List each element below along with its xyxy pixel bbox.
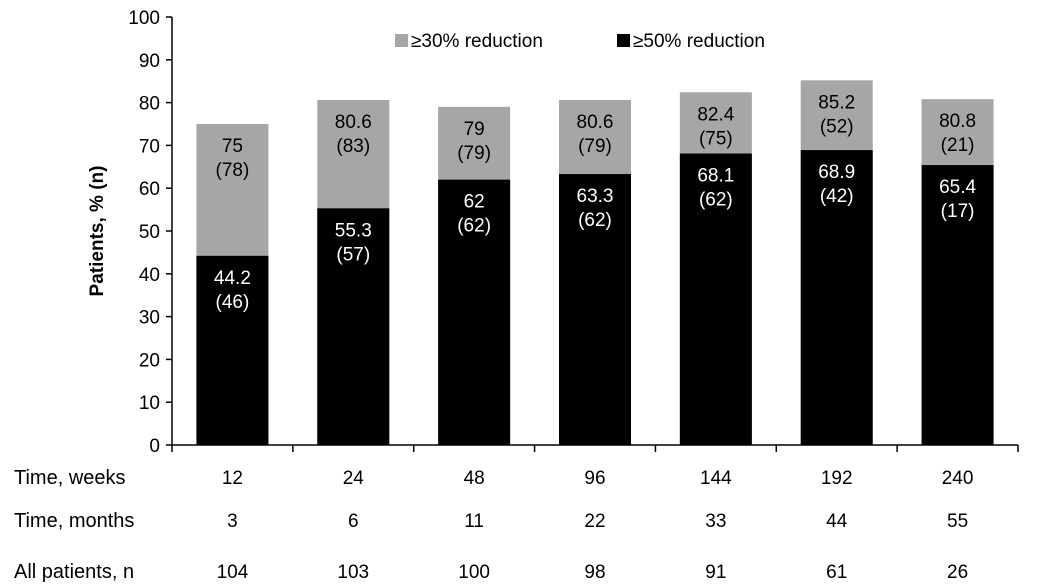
y-tick-label: 10 bbox=[139, 393, 160, 414]
y-tick-label: 100 bbox=[128, 8, 160, 29]
table-cell: 240 bbox=[942, 468, 974, 489]
table-row-title: Time, months bbox=[14, 510, 134, 532]
table-cell: 12 bbox=[222, 468, 243, 489]
data-label-50pct-value: 65.4 bbox=[939, 177, 976, 198]
data-label-30pct-count: (78) bbox=[216, 160, 250, 181]
data-label-30pct-count: (79) bbox=[578, 136, 612, 157]
data-label-50pct-value: 55.3 bbox=[335, 220, 372, 241]
bar-50pct-reduction bbox=[921, 165, 994, 445]
table-cell: 61 bbox=[826, 562, 847, 583]
table-cell: 55 bbox=[947, 511, 968, 532]
data-label-30pct-count: (79) bbox=[457, 143, 491, 164]
data-label-30pct-value: 85.2 bbox=[818, 92, 855, 113]
data-label-30pct-count: (52) bbox=[820, 116, 854, 137]
data-label-50pct-count: (17) bbox=[941, 201, 975, 222]
legend-label: ≥30% reduction bbox=[411, 31, 543, 52]
y-tick-label: 90 bbox=[139, 51, 160, 72]
bar-50pct-reduction bbox=[800, 150, 873, 445]
data-label-50pct-count: (46) bbox=[216, 292, 250, 313]
data-label-30pct-count: (21) bbox=[941, 135, 975, 156]
data-label-50pct-value: 63.3 bbox=[577, 186, 614, 207]
table-cell: 22 bbox=[584, 511, 605, 532]
y-axis-title: Patients, % (n) bbox=[87, 166, 108, 297]
bar-50pct-reduction bbox=[679, 153, 752, 446]
data-label-30pct-value: 80.8 bbox=[939, 111, 976, 132]
table-cell: 3 bbox=[227, 511, 238, 532]
data-label-50pct-count: (57) bbox=[336, 244, 370, 265]
data-label-50pct-value: 68.9 bbox=[818, 162, 855, 183]
y-tick-label: 40 bbox=[139, 265, 160, 286]
table-cell: 103 bbox=[337, 562, 369, 583]
table-cell: 26 bbox=[947, 562, 968, 583]
table-cell: 192 bbox=[821, 468, 853, 489]
table-cell: 98 bbox=[584, 562, 605, 583]
table-cell: 33 bbox=[705, 511, 726, 532]
y-tick-label: 60 bbox=[139, 179, 160, 200]
y-tick-label: 30 bbox=[139, 308, 160, 329]
data-label-50pct-value: 68.1 bbox=[697, 166, 734, 187]
bar-50pct-reduction bbox=[559, 174, 631, 446]
data-label-50pct-value: 44.2 bbox=[214, 268, 251, 289]
data-label-30pct-count: (83) bbox=[336, 136, 370, 157]
data-label-50pct-count: (62) bbox=[578, 210, 612, 231]
table-row-title: Time, weeks bbox=[14, 467, 126, 489]
table-cell: 24 bbox=[343, 468, 365, 489]
table-cell: 48 bbox=[464, 468, 485, 489]
bar-50pct-reduction bbox=[438, 179, 511, 445]
y-tick-label: 80 bbox=[139, 94, 160, 115]
table-cell: 104 bbox=[217, 562, 249, 583]
y-tick-label: 20 bbox=[139, 350, 160, 371]
table-cell: 44 bbox=[826, 511, 848, 532]
table-cell: 96 bbox=[584, 468, 605, 489]
data-label-50pct-count: (62) bbox=[457, 216, 491, 237]
y-tick-label: 50 bbox=[139, 222, 160, 243]
legend-swatch bbox=[617, 34, 630, 47]
table-cell: 91 bbox=[705, 562, 726, 583]
table-row-title: All patients, n bbox=[14, 561, 134, 583]
data-label-30pct-count: (75) bbox=[699, 128, 733, 149]
bar-50pct-reduction bbox=[317, 208, 390, 445]
data-label-50pct-value: 62 bbox=[464, 192, 485, 213]
legend-swatch bbox=[395, 34, 408, 47]
data-label-50pct-count: (42) bbox=[820, 186, 854, 207]
y-tick-label: 0 bbox=[149, 436, 160, 457]
bar-50pct-reduction bbox=[196, 255, 269, 445]
y-tick-label: 70 bbox=[139, 136, 160, 157]
legend-label: ≥50% reduction bbox=[633, 31, 765, 52]
table-cell: 144 bbox=[700, 468, 732, 489]
data-label-30pct-value: 80.6 bbox=[577, 112, 614, 133]
data-label-30pct-value: 75 bbox=[222, 136, 243, 157]
data-label-50pct-count: (62) bbox=[699, 190, 733, 211]
table-cell: 100 bbox=[458, 562, 490, 583]
data-label-30pct-value: 82.4 bbox=[697, 104, 734, 125]
data-label-30pct-value: 80.6 bbox=[335, 112, 372, 133]
data-label-30pct-value: 79 bbox=[464, 119, 485, 140]
table-cell: 11 bbox=[464, 511, 484, 532]
table-cell: 6 bbox=[348, 511, 359, 532]
